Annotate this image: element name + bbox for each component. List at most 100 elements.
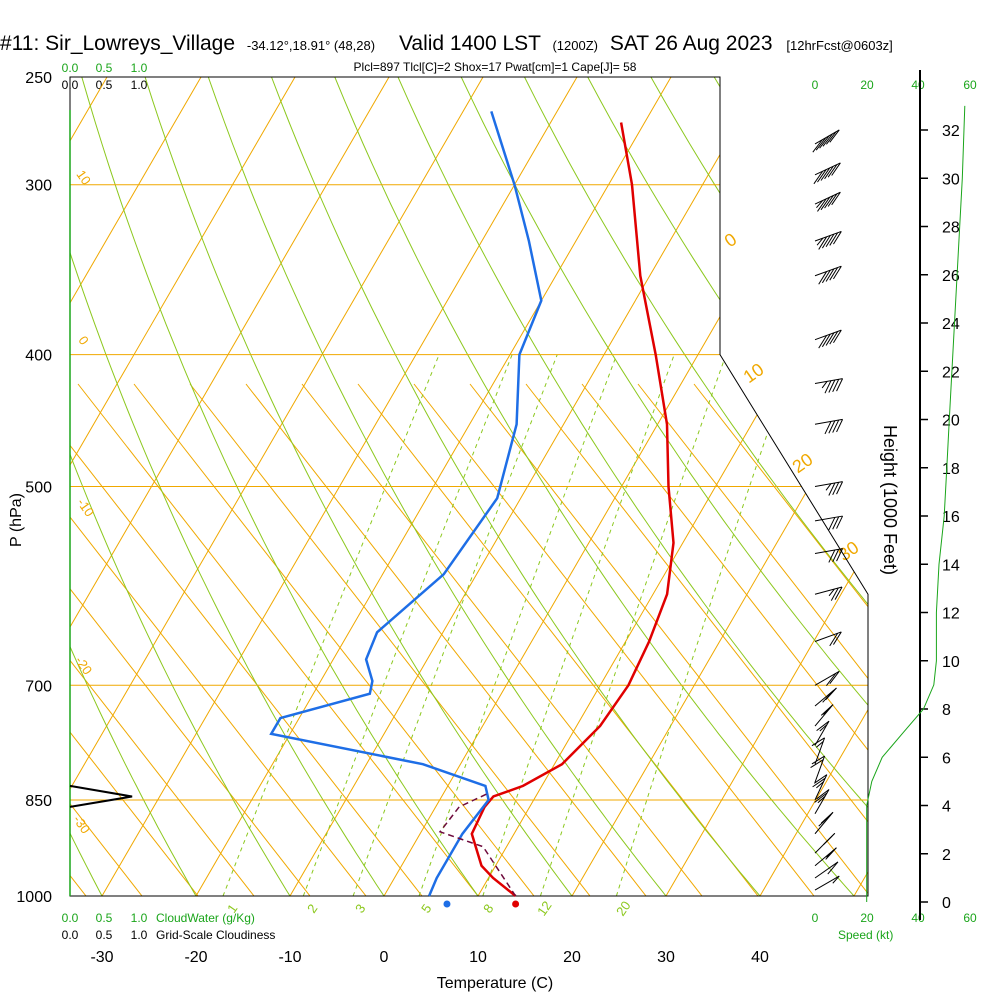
wind-barb [814,586,843,601]
wind-barb-feather [828,517,836,531]
wind-barb-feather [828,482,836,496]
station-coords: -34.12°,18.91° (48,28) [247,38,375,53]
cloudiness-profile [69,784,133,808]
wind-barb-feather [825,233,835,248]
isotherm-line [948,77,1000,896]
dry-adiabat [70,77,197,896]
isotherm-label: 0 [721,229,741,251]
wind-barb [814,191,841,212]
pressure-tick-label: 1000 [16,889,52,906]
wind-barb-feather [820,811,834,824]
wind-barb [814,704,834,727]
mixing-ratio-label: 20 [613,898,634,918]
wind-barb [814,670,840,686]
wind-barb-feather [810,759,824,769]
cloudiness-label: Grid-Scale Cloudiness [156,928,275,942]
wind-barb-feather [827,861,839,875]
wind-barb-feather [817,198,827,212]
temperature-tick-label: 20 [563,949,581,966]
dry-adiabat [70,77,291,896]
temperature-trace [470,122,675,897]
wind-barb [814,515,844,531]
wind-barb-feather [836,515,844,529]
wind-barb-feather [836,419,844,433]
mixing-ratio-label: 12 [534,898,555,918]
descending-guide-line [301,383,703,896]
wind-barb [814,481,844,496]
wind-barb-feather [821,333,831,348]
mixing-ratio-line [539,354,727,896]
descending-guide-line [189,383,591,896]
wind-barb-feather [829,129,840,143]
wind-barb-feather [828,379,836,393]
height-tick-label: 32 [942,123,960,140]
isotherm-line [70,77,296,896]
speed-tick-top: 20 [860,78,874,92]
header-line: #11: Sir_Lowreys_Village -34.12°,18.91° … [0,32,893,55]
wind-barb-feather [832,419,840,433]
isotherm-label-left: 10 [73,167,94,187]
wind-barb-feather [820,167,831,181]
wind-barb-shaft [814,378,843,384]
temperature-tick-label: 10 [469,949,487,966]
descending-guide-line [805,383,868,896]
dry-adiabat [460,77,868,896]
wind-barb-feather [832,875,840,884]
height-tick-label: 12 [942,606,960,623]
height-tick-label: 6 [942,750,951,767]
wind-barb-feather [813,774,828,784]
dry-adiabat [271,77,761,896]
wind-barb-feather [825,687,837,701]
wind-barb-feather [825,268,835,282]
mixing-ratio-label: 8 [480,901,496,916]
wind-barb [814,875,840,891]
height-tick-label: 26 [942,268,960,285]
wind-barb-feather [820,704,834,716]
pressure-tick-label: 850 [25,793,52,810]
isotherm-label-left: -10 [74,495,97,519]
descending-guide-line [70,383,255,896]
wind-barb-feather [833,631,842,645]
speed-tick-bottom: 40 [911,911,925,925]
wind-barb-feather [825,332,835,346]
wind-barb [814,687,837,707]
height-tick-label: 0 [942,895,951,912]
mixing-ratio-label: 2 [304,901,320,916]
descending-guide-line [637,383,868,896]
descending-guide-line [581,383,868,896]
descending-guide-line [70,383,367,896]
pressure-tick-label: 400 [25,348,52,365]
wind-speed-trace [866,105,966,902]
wind-barb-feather [818,236,828,250]
height-tick-label: 28 [942,220,960,237]
cloudiness-tick-bottom: 1.0 [131,928,148,942]
pressure-tick-label: 250 [25,70,52,87]
wind-barb-feather [813,170,824,185]
wind-barb [811,737,826,765]
wind-barb-shaft [814,418,843,425]
wind-barb-feather [829,633,839,647]
wind-barb-feather [825,483,832,491]
cloudwater-tick-top: 0.5 [96,61,113,75]
wind-barb-feather [821,235,831,249]
wind-barb-feather [819,135,830,149]
wind-barb-feather [829,267,839,281]
isotherm-line [0,77,13,896]
cloudiness-tick-top: 0.5 [96,78,113,92]
height-axis-label: Height (1000 Feet) [880,425,900,575]
cloudiness-trace [69,784,133,808]
wind-barb-feather [811,755,825,765]
height-tick-label: 22 [942,364,960,381]
wind-barb-feather [818,335,828,349]
descending-guide-line [70,383,311,896]
height-tick-label: 24 [942,316,960,333]
wind-barb-feather [820,196,831,211]
wind-barb-feather [832,549,840,563]
wind-barb-shaft [814,861,839,879]
wind-barb-feather [828,420,836,434]
mixing-ratio-label: 5 [418,901,434,916]
wind-barb-feather [828,588,835,597]
wind-barb-feather [819,724,828,732]
